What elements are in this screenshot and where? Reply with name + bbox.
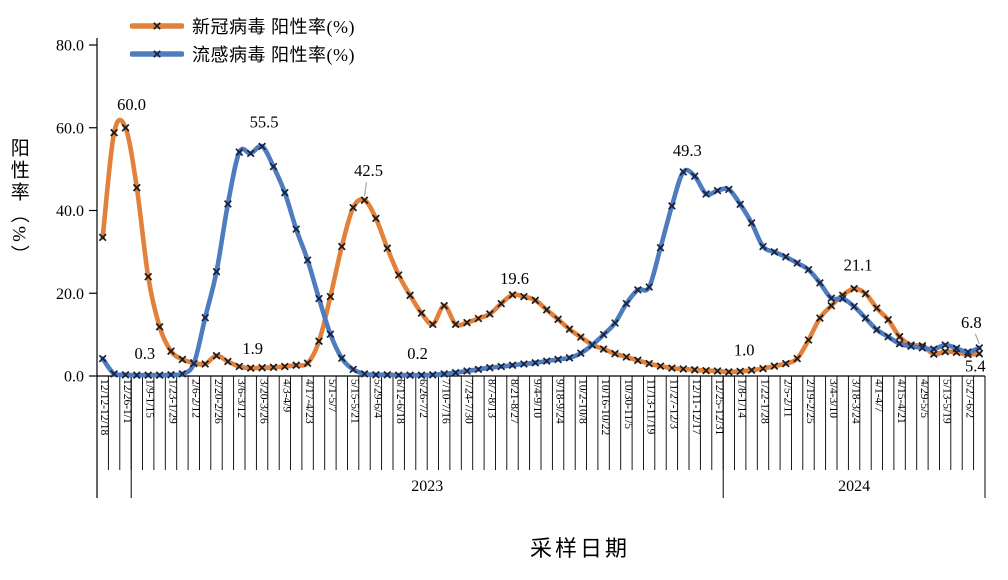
x-tick-label: 7/24-7/30 bbox=[462, 379, 475, 424]
x-tick-label: 10/30-11/5 bbox=[621, 379, 634, 430]
x-tick-label: 4/15-4/21 bbox=[895, 379, 908, 424]
annotation-leader bbox=[363, 182, 368, 197]
x-tick-label: 2/19-2/25 bbox=[804, 379, 816, 424]
x-tick-label: 11/27-12/3 bbox=[667, 379, 680, 430]
data-label: 19.6 bbox=[500, 269, 529, 288]
legend-label: 新冠病毒 阳性率(%) bbox=[192, 16, 355, 37]
x-tick-label: 4/29-5/5 bbox=[917, 379, 930, 418]
series-line-covid bbox=[100, 117, 982, 375]
x-tick-label: 12/26-1/1 bbox=[121, 379, 133, 424]
x-tick-label: 1/8-1/14 bbox=[735, 379, 748, 418]
x-tick-label: 12/11-12/17 bbox=[690, 379, 703, 435]
legend-swatch-flu bbox=[130, 49, 184, 58]
data-label: 0.2 bbox=[407, 344, 428, 363]
x-tick-label: 9/18-9/24 bbox=[553, 379, 566, 424]
x-tick-label: 2/6-2/12 bbox=[189, 379, 202, 418]
x-tick-label: 6/12-6/18 bbox=[394, 379, 407, 424]
x-tick-label: 12/12-12/18 bbox=[98, 379, 111, 436]
data-label: 1.9 bbox=[242, 339, 263, 358]
y-tick-label: 60.0 bbox=[56, 120, 84, 137]
x-tick-label: 3/4-3/10 bbox=[826, 379, 839, 418]
x-tick-label: 4/1-4/7 bbox=[872, 379, 885, 413]
legend-marker-x-icon bbox=[153, 21, 161, 30]
legend-item-covid: 新冠病毒 阳性率(%) bbox=[130, 13, 355, 38]
legend-marker-x-icon bbox=[153, 49, 161, 58]
legend: 新冠病毒 阳性率(%) 流感病毒 阳性率(%) bbox=[130, 13, 355, 66]
x-tick-label: 3/18-3/24 bbox=[849, 379, 862, 424]
x-tick-label: 5/1-5/7 bbox=[325, 379, 338, 413]
data-label: 21.1 bbox=[844, 256, 873, 275]
series-markers-flu bbox=[98, 142, 984, 380]
data-label: 49.3 bbox=[673, 141, 702, 160]
x-tick-label: 5/29-6/4 bbox=[371, 379, 384, 418]
legend-item-flu: 流感病毒 阳性率(%) bbox=[130, 41, 355, 66]
data-label: 55.5 bbox=[250, 112, 279, 131]
series-markers-covid bbox=[98, 123, 984, 376]
data-label: 1.0 bbox=[734, 340, 755, 359]
x-tick-label: 3/20-3/26 bbox=[257, 379, 270, 424]
y-tick-label: 20.0 bbox=[56, 286, 84, 303]
data-label: 60.0 bbox=[117, 95, 146, 114]
x-axis-title: 采样日期 bbox=[529, 536, 630, 561]
y-axis-title: 阳性率（%） bbox=[7, 138, 29, 267]
x-tick-label: 9/4-9/10 bbox=[530, 379, 543, 418]
x-tick-label: 12/25-12/31 bbox=[713, 379, 725, 436]
x-tick-label: 5/27-6/2 bbox=[963, 379, 976, 418]
x-tick-label: 4/3-4/9 bbox=[280, 379, 293, 413]
year-label: 2024 bbox=[838, 478, 871, 495]
annotation-leader bbox=[974, 333, 980, 345]
x-tick-label: 1/9-1/15 bbox=[143, 379, 156, 418]
data-label: 5.4 bbox=[965, 357, 986, 376]
x-tick-label: 3/6-3/12 bbox=[234, 379, 247, 418]
x-tick-label: 10/16-10/22 bbox=[599, 379, 612, 436]
y-tick-label: 0.0 bbox=[64, 369, 84, 386]
legend-label: 流感病毒 阳性率(%) bbox=[192, 44, 355, 65]
x-tick-label: 5/13-5/19 bbox=[940, 379, 953, 424]
year-label: 2023 bbox=[411, 478, 444, 495]
x-tick-label: 2/5-2/11 bbox=[781, 379, 794, 418]
x-tick-label: 10/2-10/8 bbox=[576, 379, 589, 424]
x-tick-label: 4/17-4/23 bbox=[303, 379, 316, 424]
x-tick-label: 8/7-8/13 bbox=[485, 379, 498, 418]
data-label: 6.8 bbox=[961, 313, 982, 332]
y-tick-label: 80.0 bbox=[56, 38, 84, 55]
x-tick-label: 8/21-8/27 bbox=[508, 379, 520, 424]
x-tick-label: 2/20-2/26 bbox=[212, 379, 224, 424]
legend-swatch-covid bbox=[130, 21, 184, 30]
x-tick-label: 1/22-1/28 bbox=[758, 379, 771, 424]
x-tick-label: 11/13-11/19 bbox=[644, 379, 657, 435]
x-tick-label: 1/23-1/29 bbox=[166, 379, 179, 424]
data-label: 0.3 bbox=[134, 344, 155, 363]
x-tick-label: 6/26-7/2 bbox=[417, 379, 429, 418]
data-label: 42.5 bbox=[354, 161, 383, 180]
x-tick-label: 5/15-5/21 bbox=[348, 379, 361, 424]
y-tick-label: 40.0 bbox=[56, 203, 84, 220]
x-tick-label: 7/10-7/16 bbox=[439, 379, 452, 424]
